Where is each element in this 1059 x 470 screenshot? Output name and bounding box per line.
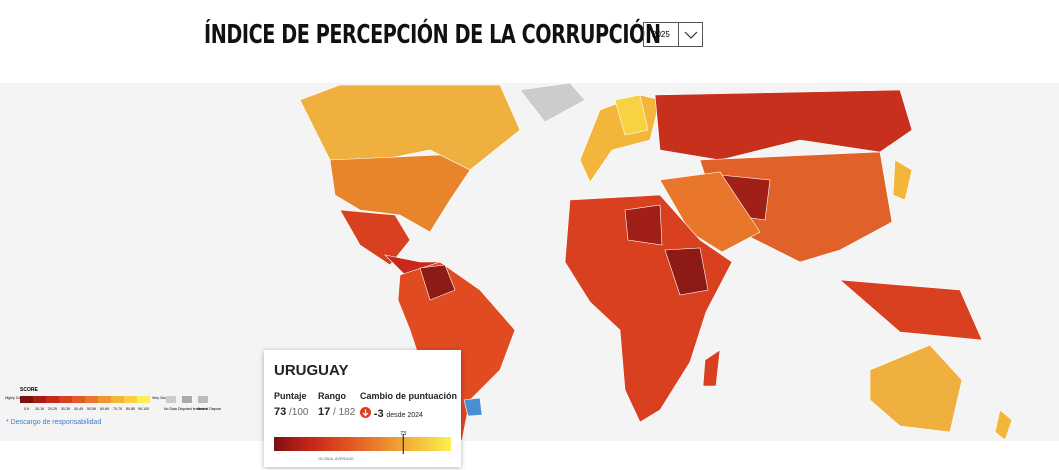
scale-bar: [274, 437, 451, 451]
change-value: -3: [373, 408, 384, 420]
legend-swatch: [20, 396, 33, 403]
rank-value: 17: [318, 406, 331, 418]
score-max: /100: [289, 407, 309, 418]
country-card: URUGUAY Puntaje Rango Cambio de puntuaci…: [264, 350, 461, 467]
legend-swatch: [33, 396, 46, 403]
no-data-swatch: [166, 396, 176, 403]
canada: [299, 84, 521, 171]
libya: [624, 204, 663, 246]
legend-swatch: [124, 396, 137, 403]
central-asia: [719, 174, 771, 221]
disclaimer[interactable]: * Descargo de responsabilidad: [6, 419, 102, 426]
legend-swatch: [72, 396, 85, 403]
divider: [678, 23, 679, 46]
year-value: 2025: [652, 30, 670, 39]
legend-range: 70-79: [113, 407, 122, 411]
down-icon: [360, 407, 371, 418]
dispute-area-swatch: [198, 396, 208, 403]
no-data-label: No Data: [164, 407, 177, 411]
legend-range: 20-29: [48, 407, 57, 411]
legend-swatch: [46, 396, 59, 403]
rank-total: / 182: [333, 407, 356, 418]
rank-label: Rango: [318, 391, 346, 401]
japan: [892, 159, 913, 201]
madagascar: [702, 349, 721, 387]
legend-range: 30-39: [61, 407, 70, 411]
legend-range: 40-49: [74, 407, 83, 411]
mexico: [339, 209, 411, 266]
legend-title: SCORE: [20, 387, 38, 393]
global-average-label: GLOBAL AVERAGE: [318, 456, 354, 461]
legend-swatch: [137, 396, 150, 403]
page-title: ÍNDICE DE PERCEPCIÓN DE LA CORRUPCIÓN: [204, 20, 661, 50]
score-label: Puntaje: [274, 391, 307, 401]
legend-swatch: [98, 396, 111, 403]
map-bg: [0, 83, 1059, 441]
score: 73 /100: [274, 406, 309, 418]
score-value: 73: [274, 406, 287, 418]
change-label: Cambio de puntuación: [360, 391, 458, 401]
greenland: [519, 82, 586, 123]
central-america: [384, 254, 441, 276]
legend-range: 60-69: [100, 407, 109, 411]
usa: [329, 154, 471, 233]
legend-swatch: [59, 396, 72, 403]
legend-range: 50-59: [87, 407, 96, 411]
legend-range: 10-19: [35, 407, 44, 411]
middle-east: [659, 171, 761, 253]
country-name: URUGUAY: [274, 362, 349, 379]
legend: SCORE Highly Corrupt Very Clean No Data …: [5, 387, 221, 411]
legend-range: 0-9: [24, 407, 29, 411]
legend-swatch: [111, 396, 124, 403]
legend-range: 90-100: [138, 407, 149, 411]
legend-range: 80-89: [126, 407, 135, 411]
uruguay: [463, 397, 483, 417]
chevron: [684, 31, 698, 39]
dispute-area-label: Area of Dispute: [197, 407, 221, 411]
score-marker-label: 73: [400, 431, 406, 437]
year-select[interactable]: 2025: [643, 22, 703, 47]
nordics: [614, 94, 649, 136]
southeast-asia: [839, 279, 983, 341]
europe: [579, 94, 661, 183]
africa: [564, 194, 733, 423]
legend-high: Very Clean: [152, 396, 169, 400]
new-zealand: [994, 409, 1013, 441]
change: -3 desde 2024: [360, 406, 423, 420]
asia: [699, 151, 893, 263]
disputed-swatch: [182, 396, 192, 403]
venezuela: [419, 264, 456, 301]
disclaimer-text: Descargo de responsabilidad: [10, 419, 102, 426]
change-since: desde 2024: [386, 412, 423, 419]
russia: [654, 89, 913, 161]
legend-swatch: [85, 396, 98, 403]
rank: 17 / 182: [318, 406, 355, 418]
score-scale: 73 GLOBAL AVERAGE: [274, 431, 451, 461]
disputed-label: Disputed territories: [178, 407, 208, 411]
australia: [869, 344, 963, 433]
legend-low: Highly Corrupt: [5, 396, 27, 400]
sudan: [664, 247, 709, 296]
